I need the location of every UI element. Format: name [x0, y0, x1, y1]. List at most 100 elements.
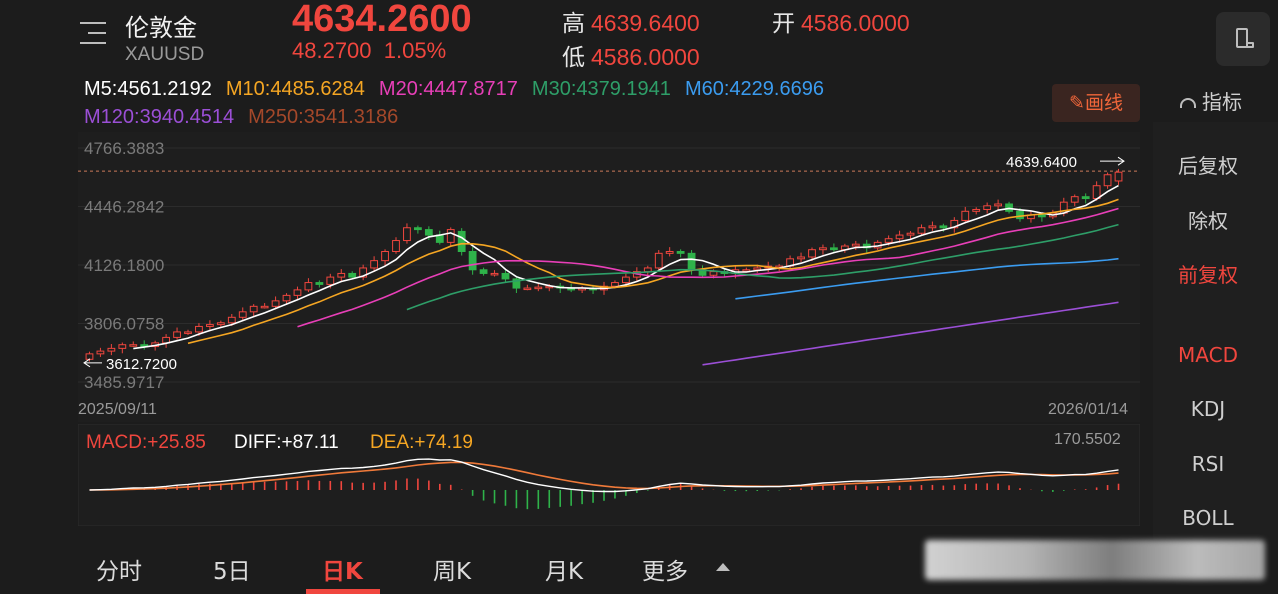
y-tick-label: 4766.3883 [84, 139, 164, 158]
candle [611, 282, 619, 287]
candle [96, 350, 105, 355]
candle [622, 276, 630, 284]
candle [512, 278, 521, 289]
candle [534, 286, 543, 290]
draw-line-label: 画线 [1084, 92, 1123, 114]
instrument-symbol: XAUUSD [125, 44, 205, 65]
macd-axis-max: 170.5502 [1054, 431, 1121, 448]
ma-legend-row-2: M120:3940.4514 M250:3541.3186 [84, 106, 412, 129]
candle [819, 247, 827, 251]
chevron-up-icon[interactable] [716, 563, 730, 571]
ma5-line [133, 184, 1119, 350]
open-label: 开 [772, 10, 795, 36]
candle [446, 229, 455, 243]
candle [184, 331, 192, 334]
x-end-date: 2026/01/14 [1048, 401, 1128, 418]
candle [216, 322, 225, 326]
candle [359, 267, 368, 278]
candlestick-chart[interactable]: 4766.3883 4446.2842 4126.1800 3806.0758 3485… [78, 132, 1140, 422]
side-panel [1153, 122, 1278, 542]
candle [983, 205, 992, 210]
draw-line-button[interactable]: ✎画线 [1052, 84, 1140, 122]
side-item-macd[interactable]: MACD [1178, 343, 1238, 367]
ma30-line [406, 223, 1119, 311]
candle [227, 316, 236, 324]
tab-monthly-k[interactable]: 月K [545, 559, 584, 585]
side-item-back-adjust[interactable]: 后复权 [1178, 154, 1238, 178]
diff-line [89, 458, 1119, 493]
tab-daily-k[interactable]: 日K [322, 559, 363, 585]
open-quote: 开 4586.0000 [772, 4, 910, 38]
side-item-ex-rights[interactable]: 除权 [1188, 209, 1228, 233]
candle [961, 210, 970, 221]
low-quote: 低 4586.0000 [562, 38, 700, 72]
ma60-line [735, 257, 1119, 300]
candle [501, 272, 510, 280]
candle [293, 289, 302, 296]
candle [260, 305, 269, 309]
diff-value-label: DIFF:+87.11 [234, 432, 339, 453]
high-label: 高 [562, 10, 585, 36]
candle [326, 276, 335, 285]
active-tab-indicator [306, 589, 380, 594]
ma-legend-row-1: M5:4561.2192 M10:4485.6284 M20:4447.8717 M3… [84, 78, 838, 101]
candle [173, 331, 181, 338]
ma10-line [187, 198, 1119, 345]
candle [906, 232, 915, 236]
min-price-marker: 3612.7200 [106, 356, 177, 373]
candle [676, 251, 685, 254]
gauge-icon [1180, 98, 1196, 108]
tab-weekly-k[interactable]: 周K [433, 559, 472, 585]
candle [1103, 174, 1112, 187]
candle [370, 260, 378, 269]
y-tick-label: 4446.2842 [84, 198, 164, 217]
ma30-label: M30:4379.1941 [531, 78, 671, 100]
candle [687, 252, 696, 271]
candle [195, 325, 203, 333]
ma250-label: M250:3541.3186 [248, 106, 399, 128]
candle [118, 344, 127, 349]
x-start-date: 2025/09/11 [78, 401, 157, 418]
candle [851, 243, 860, 247]
candle [523, 287, 532, 291]
menu-list-icon[interactable] [80, 22, 114, 54]
candle [797, 256, 805, 260]
candle [304, 282, 313, 291]
tab-more[interactable]: 更多 [642, 559, 688, 585]
side-item-kdj[interactable]: KDJ [1190, 397, 1226, 421]
candle [457, 230, 466, 253]
max-marker-arrowhead [1117, 156, 1125, 166]
ma10-label: M10:4485.6284 [225, 78, 365, 100]
candle [808, 249, 816, 258]
candle [665, 251, 674, 254]
candle [392, 240, 400, 253]
fullscreen-button[interactable] [1216, 12, 1270, 66]
indicator-label: 指标 [1202, 90, 1242, 114]
candle [414, 227, 422, 231]
indicator-button[interactable]: 指标 [1180, 86, 1242, 115]
last-price: 4634.2600 [292, 0, 472, 40]
ma120-line [702, 301, 1119, 366]
macd-chart[interactable]: MACD:+25.85 DIFF:+87.11 DEA:+74.19 170.5502 [78, 424, 1140, 526]
candle [107, 347, 116, 352]
candle [249, 305, 258, 313]
candle [85, 353, 94, 360]
y-tick-label: 3806.0758 [84, 315, 164, 334]
open-value: 4586.0000 [801, 10, 910, 36]
side-item-forward-adjust[interactable]: 前复权 [1178, 263, 1238, 287]
pencil-icon: ✎ [1069, 92, 1085, 114]
candle [129, 344, 138, 347]
ma20-line [297, 207, 1119, 328]
low-value: 4586.0000 [591, 44, 700, 70]
candle [282, 294, 291, 302]
candle [403, 227, 411, 242]
price-change: 48.2700 1.05% [292, 38, 446, 64]
side-item-boll[interactable]: BOLL [1182, 506, 1234, 530]
candle [337, 272, 346, 278]
ma120-label: M120:3940.4514 [84, 106, 235, 128]
side-item-rsi[interactable]: RSI [1191, 452, 1225, 476]
max-price-marker: 4639.6400 [1006, 154, 1077, 171]
tab-5day[interactable]: 5日 [213, 559, 251, 585]
tab-intraday[interactable]: 分时 [96, 559, 142, 585]
candle [490, 272, 499, 276]
